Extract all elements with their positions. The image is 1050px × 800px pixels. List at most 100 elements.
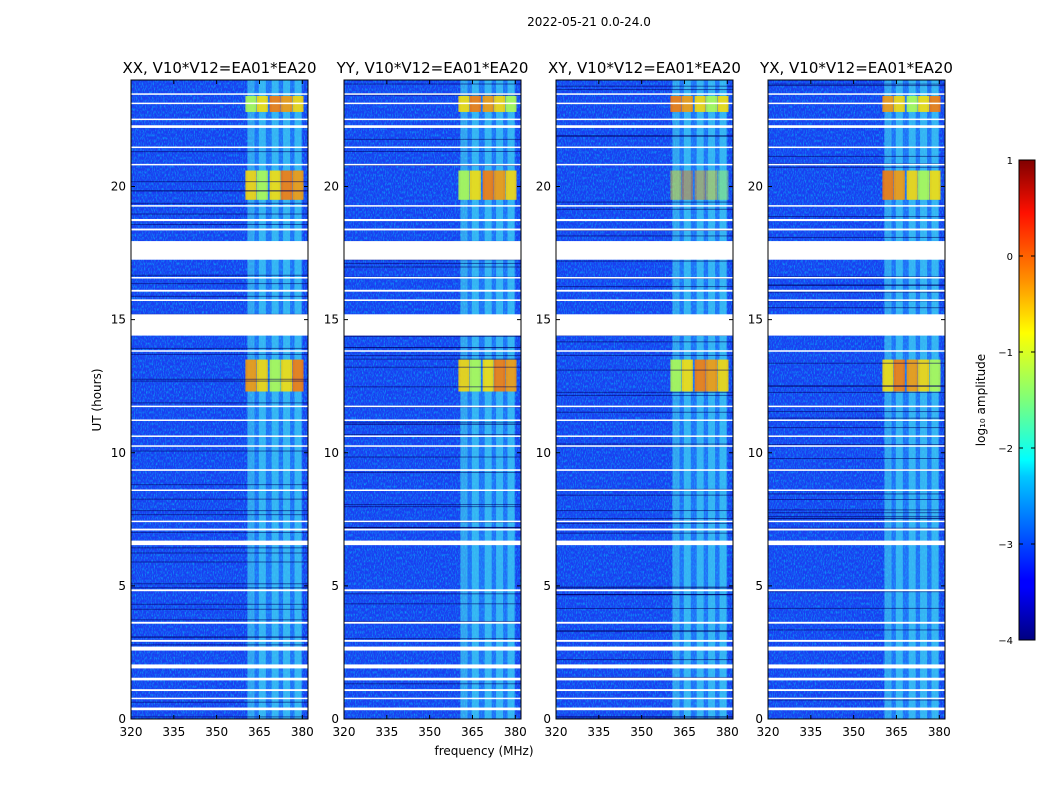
rfi-burst	[281, 170, 293, 200]
rfi-burst	[469, 170, 481, 200]
flagged-row	[556, 289, 733, 292]
panel-frame	[343, 79, 522, 720]
flagged-row	[131, 118, 308, 121]
flagged-row	[556, 621, 733, 624]
time-streak	[131, 213, 308, 215]
flagged-row	[768, 277, 945, 279]
rfi-burst	[694, 359, 706, 392]
rfi-burst	[256, 359, 268, 392]
x-tick-label: 380	[504, 725, 527, 739]
rfi-burst	[494, 359, 506, 392]
rfi-channel	[294, 80, 302, 719]
time-streak	[131, 202, 308, 204]
flagged-row	[344, 621, 521, 624]
flagged-row	[131, 93, 308, 95]
rfi-burst	[882, 359, 894, 392]
flagged-row	[131, 646, 308, 651]
rfi-channel	[507, 80, 515, 719]
flagged-row	[344, 589, 521, 592]
y-tick-label: 0	[118, 712, 126, 726]
flagged-row	[344, 677, 521, 681]
time-streak	[556, 587, 733, 589]
time-streak	[768, 284, 945, 286]
time-streak	[344, 638, 521, 640]
rfi-channel	[920, 80, 928, 719]
flagged-row	[131, 707, 308, 711]
flagged-row	[344, 540, 521, 546]
rfi-burst	[681, 359, 693, 392]
flagged-row	[556, 299, 733, 301]
time-streak	[556, 85, 733, 87]
x-tick-label: 335	[162, 725, 185, 739]
time-streak	[556, 443, 733, 445]
flagged-row	[131, 469, 308, 471]
flagged-row	[344, 102, 521, 105]
flagged-row	[556, 639, 733, 642]
rfi-burst	[458, 170, 470, 200]
panel-frame	[767, 79, 946, 720]
time-streak	[344, 150, 521, 152]
rfi-burst	[269, 359, 281, 392]
flagged-row	[556, 469, 733, 471]
time-streak	[344, 504, 521, 506]
time-streak	[768, 493, 945, 495]
flagged-row	[344, 664, 521, 669]
flagged-row	[344, 419, 521, 421]
flagged-row	[344, 646, 521, 651]
time-streak	[556, 235, 733, 237]
time-streak	[768, 385, 945, 387]
flagged-row	[344, 118, 521, 121]
time-streak	[768, 276, 945, 278]
time-streak	[768, 499, 945, 501]
flagged-row	[344, 697, 521, 700]
flagged-row	[556, 664, 733, 669]
time-streak	[131, 353, 308, 355]
flagged-row	[556, 405, 733, 408]
time-streak	[556, 676, 733, 678]
x-axis-label: frequency (MHz)	[434, 744, 533, 758]
time-streak	[344, 423, 521, 425]
flagged-row	[131, 621, 308, 624]
flagged-row	[556, 218, 733, 222]
y-tick-label: 5	[755, 579, 763, 593]
time-streak	[131, 552, 308, 554]
time-streak	[344, 456, 521, 458]
flagged-row	[556, 689, 733, 692]
time-streak	[344, 434, 521, 436]
flagged-row	[131, 205, 308, 207]
flagged-row	[344, 435, 521, 437]
time-streak	[556, 208, 733, 210]
y-axis-label: UT (hours)	[90, 368, 104, 431]
x-tick-label: 365	[461, 725, 484, 739]
time-streak	[556, 717, 733, 719]
flagged-row	[768, 205, 945, 207]
rfi-burst	[494, 170, 506, 200]
panel-title: YX, V10*V12=EA01*EA20	[759, 59, 953, 77]
flagged-row	[344, 241, 521, 260]
rfi-burst	[681, 170, 693, 200]
flagged-row	[344, 93, 521, 95]
x-tick-label: 380	[716, 725, 739, 739]
time-streak	[768, 391, 945, 393]
flagged-row	[556, 205, 733, 207]
flagged-row	[131, 677, 308, 681]
time-streak	[131, 151, 308, 153]
time-streak	[131, 587, 308, 589]
time-streak	[768, 411, 945, 413]
time-streak	[344, 506, 521, 508]
x-tick-label: 320	[333, 725, 356, 739]
time-streak	[344, 94, 521, 96]
time-streak	[768, 155, 945, 157]
y-tick-label: 10	[748, 446, 763, 460]
x-tick-label: 365	[673, 725, 696, 739]
time-streak	[344, 386, 521, 388]
rfi-channel	[460, 80, 468, 719]
panel-title: XY, V10*V12=EA01*EA20	[548, 59, 741, 77]
time-streak	[556, 594, 733, 596]
time-streak	[344, 526, 521, 528]
x-tick-label: 365	[248, 725, 271, 739]
time-streak	[344, 593, 521, 595]
time-streak	[344, 355, 521, 357]
flagged-row	[768, 314, 945, 336]
flagged-row	[768, 707, 945, 711]
